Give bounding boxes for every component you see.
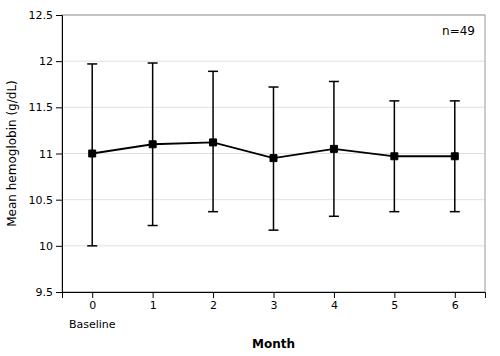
x-axis-title: Month [252, 337, 295, 351]
x-tick: 1 [150, 292, 157, 312]
annotation: Baseline [69, 318, 116, 331]
y-tick-label: 12.5 [29, 9, 54, 22]
error-bar-cap-upper [329, 81, 339, 83]
x-tick-label: 0 [89, 299, 96, 312]
error-bar [269, 87, 279, 230]
error-bar [450, 101, 460, 212]
error-bar [329, 81, 339, 216]
grid [62, 15, 485, 292]
error-bar-cap-lower [87, 245, 97, 247]
y-tick: 12.5 [29, 9, 63, 22]
grid-line [62, 245, 485, 246]
y-tick-label: 9.5 [36, 286, 54, 299]
x-tick-mark [394, 292, 395, 298]
y-tick-mark [56, 15, 62, 16]
y-tick-label: 11.5 [29, 101, 54, 114]
y-tick: 10 [39, 240, 62, 253]
error-bar-cap-upper [208, 71, 218, 73]
error-bar-cap-lower [269, 229, 279, 231]
x-tick-label: 5 [391, 299, 398, 312]
y-axis-title: Mean hemoglobin (g/dL) [5, 80, 19, 227]
y-tick: 9.5 [36, 286, 63, 299]
error-bar [389, 101, 399, 212]
y-axis-line [56, 16, 63, 293]
x-tick: 4 [331, 292, 338, 312]
grid-line [62, 61, 485, 62]
x-tick: 0 [89, 292, 96, 312]
y-tick-mark [56, 61, 62, 62]
x-tick-mark [153, 292, 154, 298]
x-tick-label: 6 [452, 299, 459, 312]
annotation: n=49 [442, 24, 475, 38]
error-bar-cap-upper [269, 86, 279, 88]
plot: 01234569.51010.51111.51212.5n=49Baseline [29, 9, 486, 331]
y-tick: 11 [39, 148, 62, 161]
y-tick-label: 10 [39, 240, 53, 253]
x-tick-mark [455, 292, 456, 298]
x-tick: 5 [391, 292, 398, 312]
marker [89, 150, 96, 157]
x-axis-line [63, 293, 486, 299]
x-axis: 0 1 2 3 4 5 6 [63, 292, 486, 312]
x-tick-label: 2 [210, 299, 217, 312]
y-tick-label: 12 [39, 55, 53, 68]
y-tick-label: 10.5 [29, 194, 54, 207]
marker [149, 141, 156, 148]
markers [89, 139, 459, 162]
error-bar-cap-upper [87, 63, 97, 65]
y-tick-mark [56, 154, 62, 155]
error-bar-cap-lower [208, 211, 218, 213]
error-bar-cap-lower [450, 211, 460, 213]
marker [330, 145, 337, 152]
x-tick-mark [334, 292, 335, 298]
y-axis: 9.5 10 10.5 11 11.5 12 12.5 [29, 9, 63, 299]
x-tick-mark [213, 292, 214, 298]
error-bars [87, 63, 460, 246]
y-tick-label: 11 [39, 148, 53, 161]
x-tick-mark [274, 292, 275, 298]
marker [451, 153, 458, 160]
x-tick-mark [92, 292, 93, 298]
x-tick: 2 [210, 292, 217, 312]
error-bar [148, 63, 158, 226]
plot-frame [62, 15, 485, 292]
x-tick-label: 4 [331, 299, 338, 312]
error-bar-cap-upper [389, 100, 399, 102]
y-tick-mark [56, 292, 62, 293]
error-bar [208, 71, 218, 211]
y-tick-mark [56, 107, 62, 108]
marker [210, 139, 217, 146]
y-tick: 12 [39, 55, 62, 68]
error-bar [87, 64, 97, 246]
x-tick: 3 [271, 292, 278, 312]
x-tick-label: 1 [150, 299, 157, 312]
error-bar-cap-lower [389, 211, 399, 213]
chart: 01234569.51010.51111.51212.5n=49Baseline… [0, 0, 500, 356]
error-bar-cap-lower [148, 225, 158, 227]
marks [87, 63, 460, 246]
error-bar-cap-upper [148, 62, 158, 64]
error-bar-cap-lower [329, 216, 339, 218]
y-tick: 11.5 [29, 101, 63, 114]
marker [270, 155, 277, 162]
y-tick-mark [56, 200, 62, 201]
y-tick: 10.5 [29, 194, 63, 207]
error-bar-cap-upper [450, 100, 460, 102]
x-tick: 6 [452, 292, 459, 312]
marker [391, 153, 398, 160]
x-tick-label: 3 [271, 299, 278, 312]
y-tick-mark [56, 246, 62, 247]
